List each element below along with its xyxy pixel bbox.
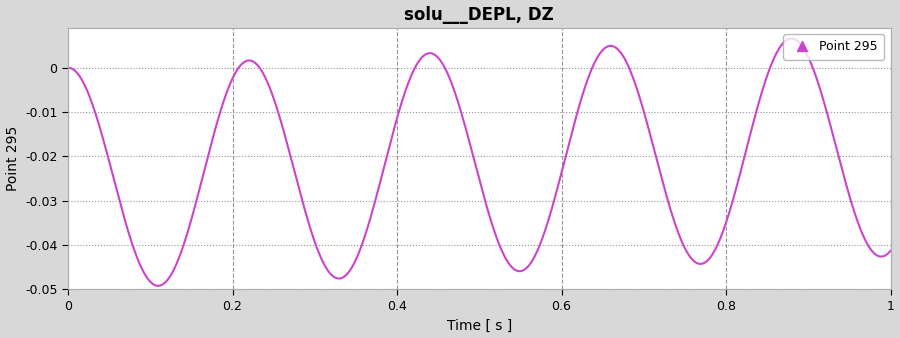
Point 295	[885, 249, 895, 253]
Point 295	[780, 39, 791, 43]
Point 295	[378, 166, 389, 170]
Point 295	[869, 252, 880, 256]
Legend: Point 295: Point 295	[783, 34, 885, 59]
Title: solu___DEPL, DZ: solu___DEPL, DZ	[404, 5, 554, 24]
Point 295	[414, 58, 425, 63]
X-axis label: Time [ s ]: Time [ s ]	[446, 318, 512, 333]
Point 295	[786, 37, 796, 41]
Line: Point 295: Point 295	[68, 39, 890, 286]
Point 295	[157, 283, 167, 287]
Point 295	[205, 143, 216, 147]
Y-axis label: Point 295: Point 295	[5, 126, 20, 191]
Point 295	[63, 66, 74, 70]
Point 295	[153, 284, 164, 288]
